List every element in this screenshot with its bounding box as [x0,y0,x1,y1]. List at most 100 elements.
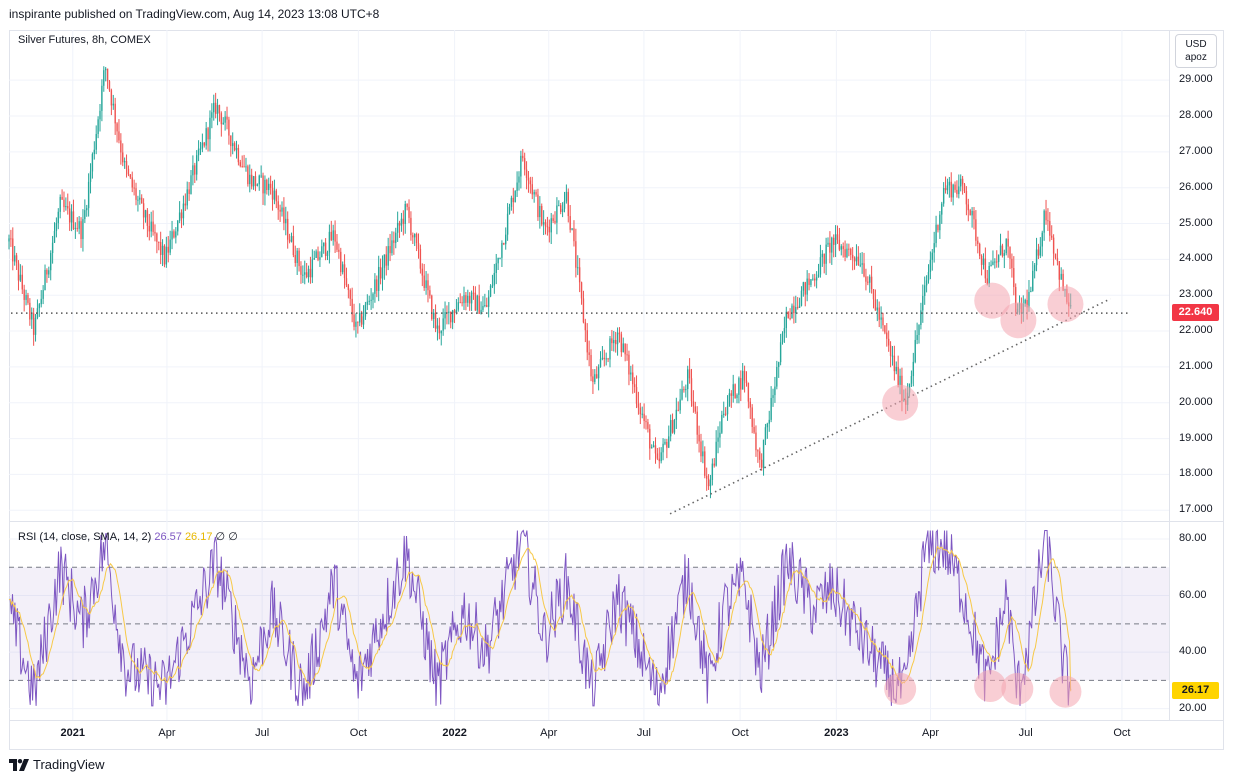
candle-body [442,318,444,331]
candle-body [565,191,568,202]
candle-body [302,274,304,276]
candle-body [29,302,31,320]
candle-body [537,194,539,218]
candle-body [1062,273,1064,291]
rsi-layer [8,529,1169,708]
candle-body [235,147,238,151]
candle-body [408,206,410,218]
candle-body [766,423,769,428]
price-tick-label: 29.000 [1179,73,1213,86]
candle-body [190,175,192,194]
candle-body [444,312,446,319]
candle-body [895,366,897,372]
candle-body [8,238,10,242]
candle-body [377,266,380,291]
rsi-legend-title: RSI (14, close, SMA, 14, 2) [18,531,152,543]
footer-branding[interactable]: TradingView [9,757,105,772]
price-highlight-circle [882,384,919,421]
candle-body [415,233,418,244]
time-tick-label: 2021 [60,727,86,739]
candle-body [417,243,420,249]
candle-body [402,218,405,224]
candle-body [46,269,48,275]
candle-body [74,227,77,229]
candle-body [755,432,757,451]
candle-body [48,270,50,275]
candle-body [25,295,27,300]
candle-body [152,221,154,232]
candle-body [1047,220,1049,222]
price-tick-label: 21.000 [1179,359,1213,372]
candle-body [304,272,306,275]
candle-body [32,313,35,335]
candle-body [931,252,933,260]
candle-body [889,345,892,356]
candle-body [505,234,507,245]
candle-body [258,175,260,185]
price-layer [8,66,1128,515]
candle-body [118,131,120,141]
candle-body [125,161,128,169]
candle-body [960,178,962,187]
candle-body [68,208,71,223]
candle-body [745,380,748,384]
candle-body [503,242,505,245]
candle-body [834,234,837,245]
candle-body [719,432,721,438]
candle-body [711,463,714,480]
candle-body [571,228,573,230]
last-rsi-tag: 26.17 [1172,682,1219,699]
candle-body [42,290,44,299]
candle-body [776,367,778,387]
candle-body [486,305,488,307]
candle-body [743,370,746,381]
candle-body [374,279,376,294]
candle-body [872,288,875,300]
candle-body [78,221,80,229]
candle-body [158,241,160,243]
candle-body [999,245,1002,255]
candle-body [451,310,454,323]
candle-body [99,110,101,120]
candle-body [262,175,264,194]
rsi-highlight-circle [1049,675,1082,708]
pane-separator[interactable] [9,521,1224,522]
candle-body [838,239,841,250]
candle-body [23,289,25,300]
candle-body [224,116,226,123]
candle-body [1049,221,1051,236]
candle-body [461,302,463,304]
rsi-legend[interactable]: RSI (14, close, SMA, 14, 2) 26.57 26.17 … [18,530,238,543]
candle-body [969,210,971,216]
candle-body [1011,258,1013,269]
candle-body [1041,232,1043,247]
candle-body [984,258,987,279]
candle-body [749,401,751,408]
candle-body [715,441,717,466]
candle-body [137,199,139,201]
rsi-highlight-circle [974,670,1007,703]
candle-body [812,278,814,280]
candle-body [762,439,765,468]
candle-body [836,234,839,240]
candle-body [245,166,247,168]
candle-body [846,248,848,258]
candle-body [10,238,12,240]
candle-body [666,441,668,448]
candle-body [918,325,920,336]
candle-body [988,266,990,284]
candle-body [673,419,676,433]
candle-body [882,317,884,326]
candle-body [40,298,42,305]
candle-body [309,268,312,278]
candle-body [992,261,994,265]
price-legend[interactable]: Silver Futures, 8h, COMEX [18,34,151,46]
candle-body [923,285,926,296]
candle-body [431,295,433,320]
candle-body [859,264,861,266]
candle-body [13,255,16,262]
candle-body [954,184,956,190]
candle-body [141,197,143,204]
currency-button[interactable]: USD apoz [1175,34,1217,68]
